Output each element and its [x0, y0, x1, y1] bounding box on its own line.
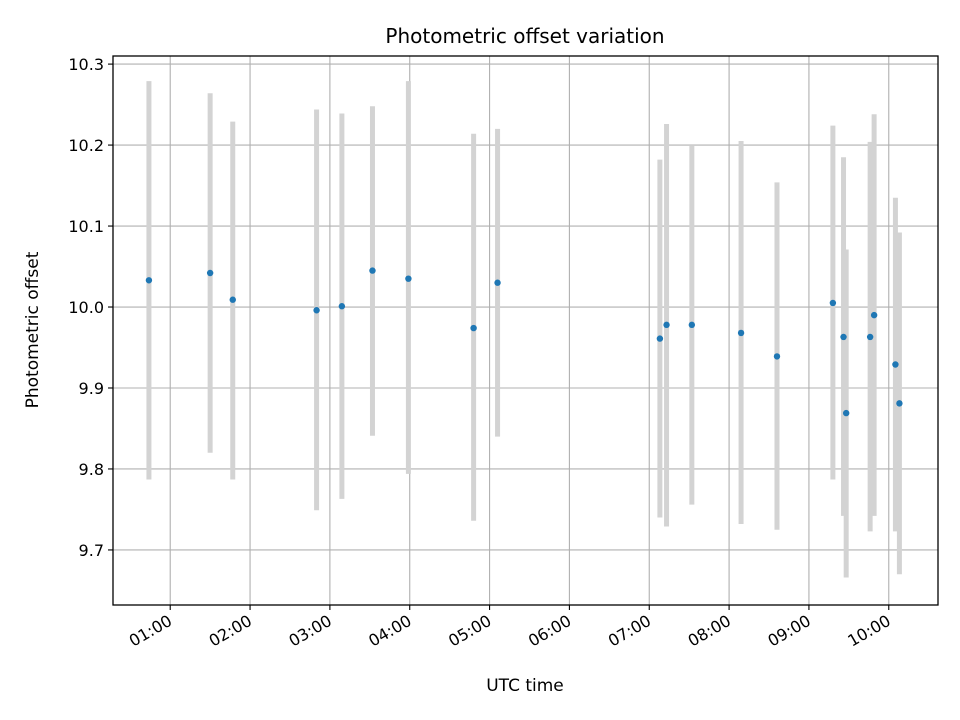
chart-title: Photometric offset variation: [385, 24, 664, 48]
data-points: [145, 267, 903, 417]
y-tick-label: 9.8: [79, 460, 104, 479]
y-tick-label: 10.0: [68, 298, 104, 317]
y-tick-label: 10.2: [68, 136, 104, 155]
data-point: [688, 321, 696, 329]
data-point: [494, 279, 501, 286]
data-point: [866, 333, 874, 341]
data-point: [840, 333, 847, 341]
data-point: [656, 335, 664, 342]
data-point: [737, 329, 745, 337]
y-tick-label: 9.9: [79, 379, 104, 398]
y-tick-label: 9.7: [79, 541, 104, 560]
data-point: [405, 275, 412, 282]
data-point: [470, 324, 477, 332]
data-point: [663, 321, 670, 329]
y-tick-label: 10.3: [68, 55, 104, 74]
data-point: [842, 409, 850, 417]
y-axis-title: Photometric offset: [23, 251, 43, 408]
grid: [113, 56, 938, 605]
x-axis-title: UTC time: [486, 676, 564, 696]
data-point: [829, 299, 837, 307]
data-point: [206, 269, 214, 277]
data-point: [145, 277, 153, 284]
plot-frame: [112, 55, 939, 606]
data-point: [892, 361, 899, 368]
data-point: [229, 296, 236, 303]
y-tick-label: 10.1: [68, 217, 104, 236]
data-point: [773, 353, 781, 360]
data-point: [338, 303, 346, 310]
data-point: [369, 267, 376, 274]
data-point: [870, 311, 878, 319]
data-point: [313, 307, 320, 314]
data-point: [896, 400, 903, 407]
